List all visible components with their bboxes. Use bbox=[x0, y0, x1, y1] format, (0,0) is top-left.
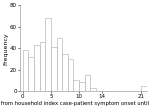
Bar bbox=[23, 50, 28, 91]
Y-axis label: Frequency: Frequency bbox=[3, 32, 8, 65]
Bar bbox=[34, 45, 40, 91]
Bar bbox=[28, 57, 34, 91]
Bar bbox=[68, 59, 74, 91]
Bar bbox=[90, 88, 96, 91]
Bar bbox=[79, 82, 85, 91]
X-axis label: Days from household index case-patient symptom onset until prophylaxis: Days from household index case-patient s… bbox=[0, 100, 150, 106]
Bar bbox=[74, 80, 79, 91]
Bar bbox=[141, 86, 147, 91]
Bar bbox=[40, 42, 45, 91]
Bar bbox=[51, 47, 57, 91]
Bar bbox=[62, 54, 68, 91]
Bar bbox=[45, 18, 51, 91]
Bar bbox=[85, 75, 90, 91]
Bar bbox=[57, 37, 62, 91]
